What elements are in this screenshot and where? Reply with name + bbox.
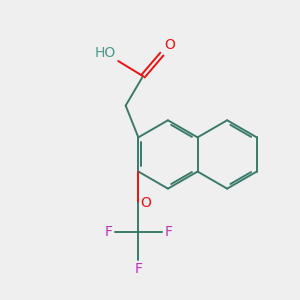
- Text: F: F: [164, 225, 172, 239]
- Text: HO: HO: [95, 46, 116, 59]
- Text: O: O: [140, 196, 151, 210]
- Text: F: F: [134, 262, 142, 276]
- Text: F: F: [104, 225, 112, 239]
- Text: O: O: [164, 38, 175, 52]
